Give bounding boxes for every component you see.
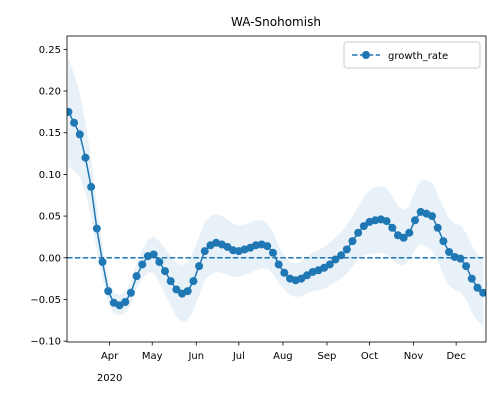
marker [433, 223, 442, 232]
marker [70, 118, 79, 127]
marker [439, 237, 448, 246]
x-tick-label: Oct [361, 351, 378, 362]
marker [354, 228, 363, 237]
x-tick-label: Sep [317, 351, 336, 362]
marker [172, 285, 181, 294]
y-tick-label: 0.00 [39, 253, 61, 264]
marker [149, 250, 158, 259]
confidence-band [68, 57, 484, 327]
marker [348, 237, 357, 246]
y-tick-label: 0.15 [39, 128, 61, 139]
marker [200, 247, 209, 256]
marker [189, 277, 198, 286]
y-tick-label: 0.25 [39, 45, 61, 56]
marker [75, 130, 84, 139]
x-tick-label: Jun [187, 351, 204, 362]
x-tick-label: Dec [446, 351, 465, 362]
marker [81, 153, 90, 162]
marker [405, 228, 414, 237]
marker [126, 288, 135, 297]
x-tick-label: Aug [273, 351, 293, 362]
marker [410, 216, 419, 225]
y-tick-label: −0.10 [30, 337, 61, 348]
marker [280, 268, 289, 277]
y-tick-label: 0.20 [39, 87, 61, 98]
axes-frame [66, 35, 487, 343]
plot-area [67, 57, 486, 327]
marker [104, 287, 113, 296]
marker [98, 257, 107, 266]
x-tick-label: Nov [404, 351, 424, 362]
marker [183, 287, 192, 296]
marker [138, 260, 147, 269]
marker [132, 272, 141, 281]
marker [359, 222, 368, 231]
marker [382, 217, 391, 226]
marker [268, 248, 277, 257]
marker [428, 212, 437, 221]
marker [87, 182, 96, 191]
legend-label: growth_rate [388, 51, 448, 62]
x-tick-label: Apr [101, 351, 119, 362]
y-tick-label: −0.05 [30, 295, 61, 306]
marker [92, 224, 101, 233]
marker [445, 247, 454, 256]
marker [462, 262, 471, 271]
marker [473, 283, 482, 292]
marker [195, 262, 204, 271]
y-tick-label: 0.05 [39, 212, 61, 223]
legend-box [343, 41, 481, 69]
marker [342, 245, 351, 254]
marker [399, 233, 408, 242]
x-tick-label: May [142, 351, 163, 362]
x-tick-label: Jul [232, 351, 245, 362]
marker [388, 223, 397, 232]
marker [166, 277, 175, 286]
marker [121, 297, 130, 306]
marker [263, 242, 272, 251]
marker [161, 267, 170, 276]
marker [325, 260, 334, 269]
marker [155, 257, 164, 266]
marker [467, 274, 476, 283]
x-tick-year: 2020 [97, 373, 122, 384]
marker [456, 254, 465, 263]
marker [274, 260, 283, 269]
legend-marker [362, 51, 370, 59]
y-tick-label: 0.10 [39, 170, 61, 181]
chart-title: WA-Snohomish [231, 15, 321, 29]
marker [479, 288, 486, 297]
marker [67, 107, 73, 116]
